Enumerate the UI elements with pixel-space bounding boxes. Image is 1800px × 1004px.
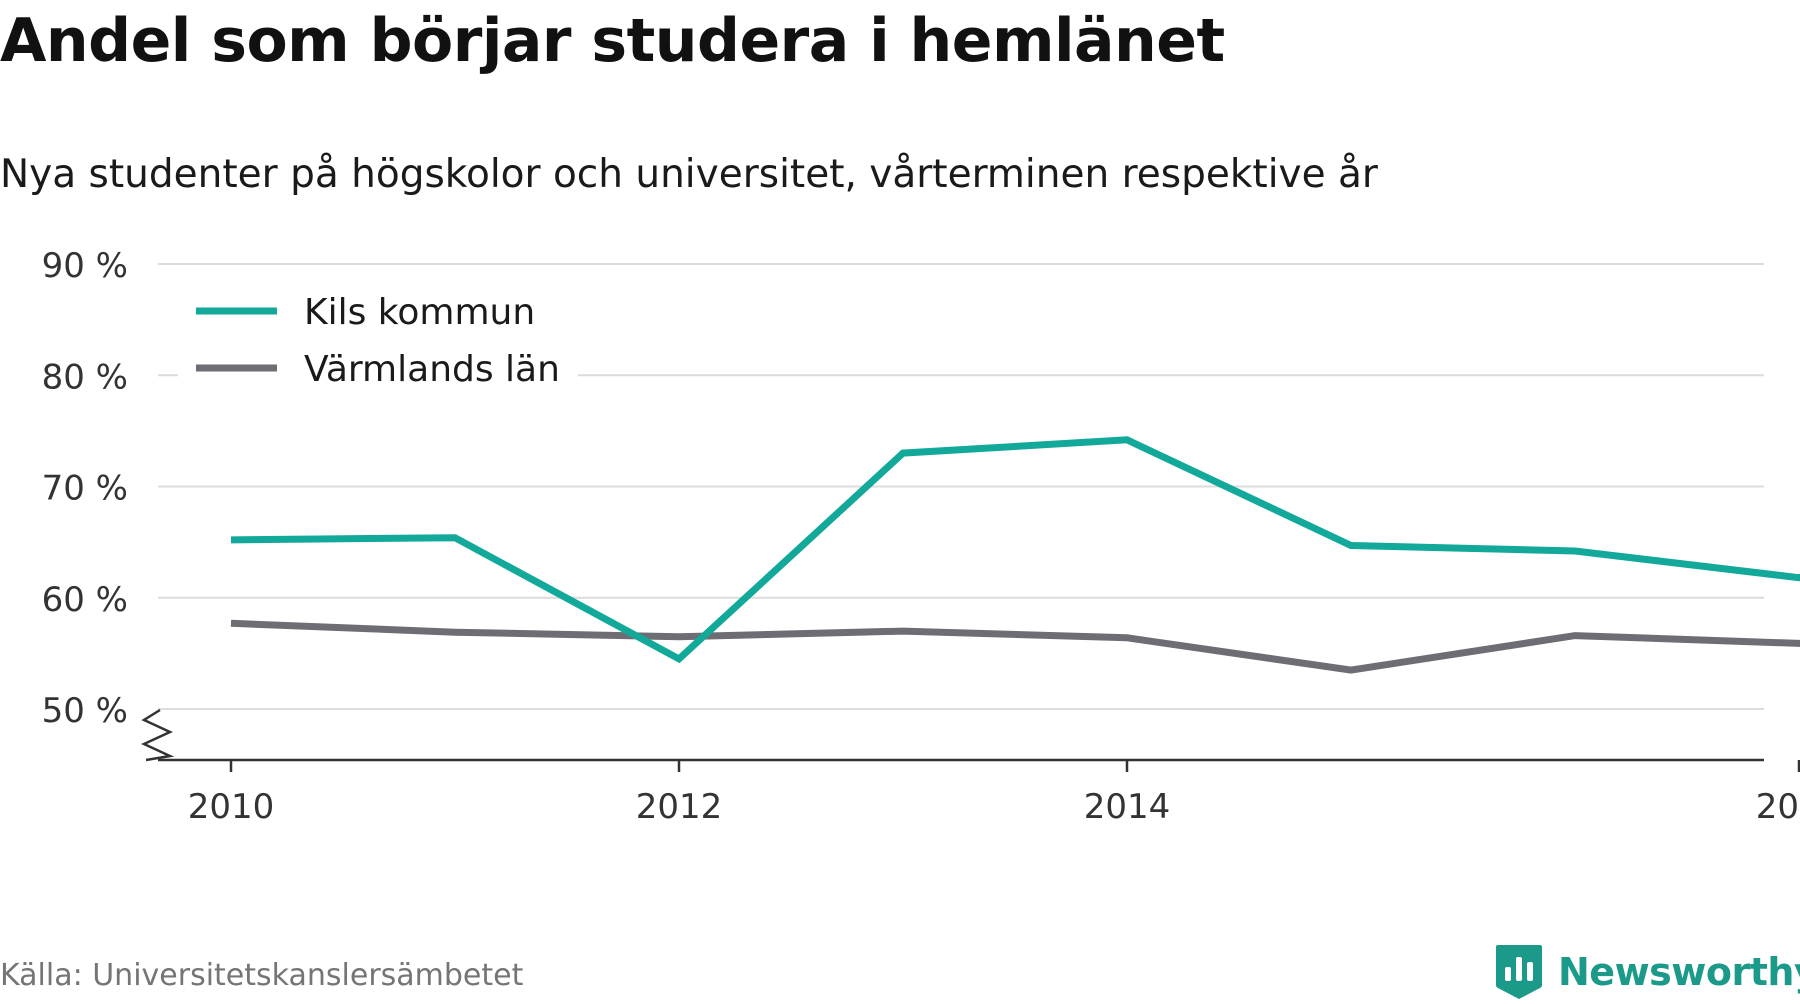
line-chart: 50 %60 %70 %80 %90 % 2010201220142017201… bbox=[42, 246, 1800, 827]
legend: Kils kommun Värmlands län bbox=[178, 282, 578, 394]
x-axis-labels: 2010201220142017201920212023 bbox=[188, 787, 1800, 827]
series-line bbox=[230, 619, 1800, 674]
axis-break-mark bbox=[141, 708, 175, 762]
source-note: Källa: Universitetskanslersämbetet bbox=[0, 958, 524, 993]
y-tick-label: 60 % bbox=[42, 580, 128, 620]
chart-title: Andel som börjar studera i hemlänet bbox=[0, 6, 1225, 76]
y-tick-label: 50 % bbox=[42, 691, 128, 731]
y-axis-labels: 50 % 60 % 70 % 80 % 90 % bbox=[42, 246, 128, 731]
chart-subtitle: Nya studenter på högskolor och universit… bbox=[0, 152, 1378, 197]
x-tick-label: 2014 bbox=[1084, 787, 1171, 827]
bar-chart-badge-icon bbox=[1496, 945, 1542, 999]
legend-background bbox=[178, 282, 578, 394]
brand-name: Newsworthy bbox=[1558, 950, 1800, 994]
x-tick-label: 2017 bbox=[1756, 787, 1800, 827]
x-tick-label: 2012 bbox=[636, 787, 723, 827]
x-tick-label: 2010 bbox=[188, 787, 275, 827]
series-lines bbox=[230, 436, 1800, 674]
y-tick-label: 90 % bbox=[42, 246, 128, 286]
y-tick-label: 70 % bbox=[42, 469, 128, 509]
x-axis bbox=[141, 708, 1800, 772]
y-tick-label: 80 % bbox=[42, 357, 128, 397]
brand-logo: Newsworthy bbox=[1494, 940, 1800, 1004]
legend-label: Kils kommun bbox=[304, 292, 535, 333]
series-line bbox=[230, 436, 1800, 664]
legend-label: Värmlands län bbox=[304, 349, 560, 390]
